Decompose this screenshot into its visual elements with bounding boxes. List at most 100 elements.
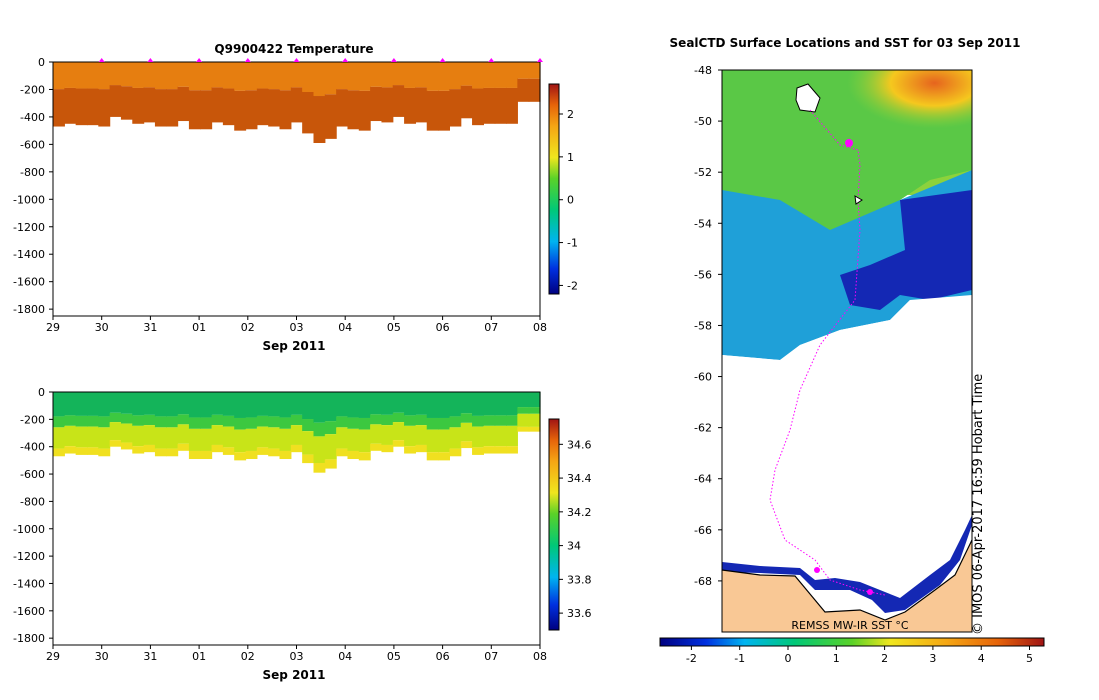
section-cell [381,425,394,445]
section-cell [132,415,145,426]
section-cell [211,392,224,415]
profile-marker [147,58,154,62]
sst-colorbar [659,637,1045,647]
section-cell [358,90,371,131]
section-cell [483,425,496,447]
section-cell [404,392,417,416]
section-cell [313,62,326,97]
section-cell [528,426,541,432]
x-tick-label: 04 [338,321,352,334]
section-cell [268,448,281,457]
section-cell [449,416,462,428]
section-cell [98,392,111,417]
section-cell [324,434,337,460]
section-cell [494,62,507,88]
section-cell [370,414,383,425]
section-cell [460,422,473,442]
section-cell [268,427,281,449]
section-cell [188,62,201,91]
section-cell [75,426,88,448]
section-cell [358,62,371,91]
ice-zone [722,295,972,580]
x-tick-label: 05 [387,321,401,334]
section-cell [86,447,99,455]
section-cell [336,416,349,428]
section-cell [494,446,507,454]
map-frame [721,69,973,633]
colorbar-tick-label: 2 [567,108,574,121]
section-cell [426,417,439,430]
section-cell [347,392,360,418]
section-cell [177,424,190,444]
section-cell [528,392,541,408]
colorbar-tick-label: -2 [567,279,578,292]
y-tick-label: -800 [20,166,45,179]
sst-c-tick-label: 1 [833,652,840,665]
section-cell [256,88,269,126]
section-cell [404,415,417,426]
section-cell [324,392,337,422]
section-cell [86,88,99,126]
section-cell [132,446,145,454]
section-cell [460,392,473,414]
x-tick-label: 31 [143,321,157,334]
section-cell [256,62,269,89]
section-cell [381,444,394,453]
section-cell [188,428,201,451]
section-cell [483,62,496,88]
section-cell [290,62,303,88]
section-cell [415,414,428,426]
section-cell [483,87,496,124]
section-cell [98,416,111,428]
section-cell [188,392,201,418]
section-cell [290,425,303,445]
y-tick-label: -1000 [13,193,45,206]
section-cell [438,392,450,418]
section-cell [64,415,77,426]
section-cell [154,416,167,428]
section-cell [256,426,269,448]
section-cell [120,86,133,120]
section-cell [460,413,473,423]
section-cell [358,429,371,453]
section-cell [426,392,439,418]
section-cell [313,436,326,464]
section-cell [154,89,167,127]
section-cell [245,90,258,130]
sst-warm-corner [722,70,972,200]
section-cell [392,412,405,423]
section-cell [336,62,349,90]
x-tick-label: 05 [387,650,401,663]
section-cell [109,85,122,117]
section-cell [426,90,439,131]
section-cell [517,413,530,427]
section-cell [245,450,258,460]
section-cell [517,426,530,432]
section-cell [528,407,541,414]
section-cell [166,392,179,417]
section-cell [392,392,405,413]
section-cell [438,452,450,461]
section-cell [200,90,213,130]
section-cell [483,392,496,416]
profile-marker [390,58,397,62]
y-tick-label: -600 [20,468,45,481]
section-cell [211,62,224,88]
colorbar-tick-label: 1 [567,151,574,164]
lat-tick-label: -54 [694,217,712,230]
section-cell [494,425,507,447]
section-cell [86,62,99,89]
section-cell [415,425,428,445]
section-cell [143,425,156,445]
colorbar-tick-label: 34 [567,540,581,553]
section-cell [449,89,462,127]
section-cell [302,454,315,464]
section-cell [494,415,507,426]
lat-tick-label: -60 [694,371,712,384]
section-cell [64,87,77,124]
track-position-cluster [814,567,820,573]
section-cell [336,392,349,417]
section-cell [438,417,450,430]
section-cell [222,447,235,455]
